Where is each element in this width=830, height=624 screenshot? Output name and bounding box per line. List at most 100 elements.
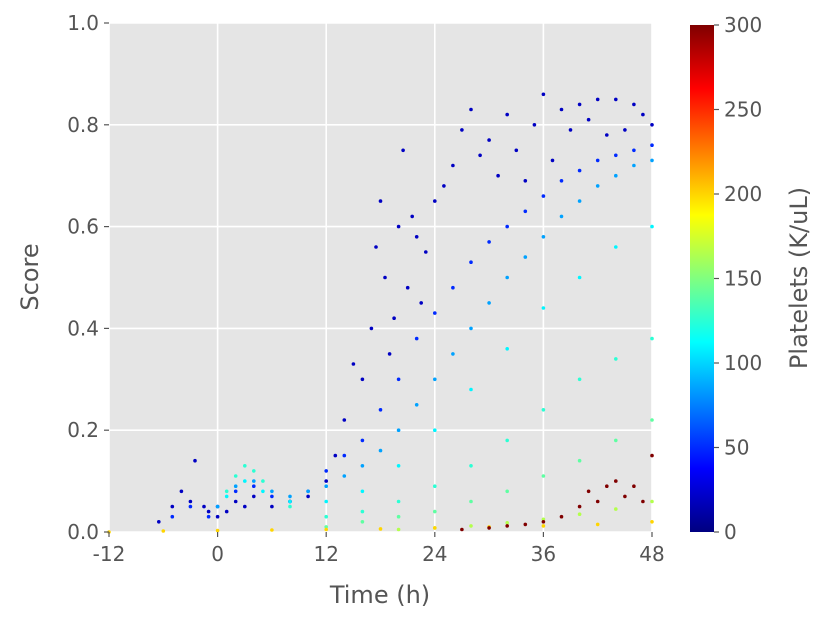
data-point xyxy=(306,494,310,499)
data-point xyxy=(288,499,292,504)
data-point xyxy=(414,235,419,239)
data-point xyxy=(324,527,329,532)
data-point xyxy=(577,199,582,203)
data-point xyxy=(523,522,528,527)
data-point xyxy=(469,387,473,392)
data-point xyxy=(650,453,654,458)
data-point xyxy=(469,260,473,265)
data-point xyxy=(559,214,564,219)
data-point xyxy=(451,163,455,168)
data-point xyxy=(469,326,473,331)
data-point xyxy=(505,347,510,351)
data-point xyxy=(324,469,329,473)
data-point xyxy=(396,464,401,468)
grid-lines xyxy=(108,22,653,533)
data-point xyxy=(378,199,383,203)
data-point xyxy=(351,362,356,366)
data-point xyxy=(270,494,274,499)
data-point xyxy=(224,494,229,499)
data-point xyxy=(614,173,618,178)
data-point xyxy=(410,214,415,219)
x-tick-label: 12 xyxy=(313,542,338,566)
data-point xyxy=(469,524,473,528)
data-point xyxy=(550,158,555,163)
data-point xyxy=(559,107,564,112)
data-point xyxy=(396,499,401,504)
data-point xyxy=(179,489,184,494)
data-point xyxy=(505,524,510,528)
data-point xyxy=(433,509,437,514)
data-point xyxy=(595,499,600,504)
data-point xyxy=(360,464,365,468)
x-tick-label: -12 xyxy=(93,542,126,566)
data-point xyxy=(523,209,528,214)
data-point xyxy=(541,408,546,412)
data-point xyxy=(360,520,365,524)
data-point xyxy=(396,514,401,519)
data-point xyxy=(469,499,473,504)
x-tick-label: 24 xyxy=(422,542,447,566)
data-point xyxy=(451,352,455,356)
colorbar-tick-label: 200 xyxy=(724,182,762,206)
data-point xyxy=(374,245,378,249)
data-point xyxy=(324,499,329,504)
y-tick-label: 0.0 xyxy=(67,520,99,544)
data-point xyxy=(405,285,410,290)
data-point xyxy=(202,504,206,509)
colorbar-tick-label: 0 xyxy=(724,520,737,544)
data-point xyxy=(632,163,636,168)
colorbar-tick-label: 250 xyxy=(724,98,762,122)
data-point xyxy=(577,275,582,280)
data-point xyxy=(261,479,265,483)
data-point xyxy=(595,184,600,188)
data-point xyxy=(650,418,654,422)
data-point xyxy=(632,484,636,489)
data-point xyxy=(215,528,220,533)
data-point xyxy=(577,512,582,516)
data-point xyxy=(496,173,500,178)
plot-background xyxy=(109,23,652,532)
data-point xyxy=(487,138,491,142)
data-point xyxy=(595,158,600,163)
data-point xyxy=(233,489,238,494)
data-point xyxy=(324,479,329,483)
data-point xyxy=(623,128,627,132)
data-point xyxy=(541,235,546,239)
colorbar-ticks: 0 50 100 150 200 250 300 xyxy=(714,13,762,544)
data-point xyxy=(215,504,220,509)
data-point xyxy=(161,529,166,533)
data-point xyxy=(342,418,347,422)
colorbar-label: Platelets (K/uL) xyxy=(785,187,813,369)
data-point xyxy=(478,153,482,158)
data-point xyxy=(396,527,401,532)
data-point xyxy=(614,153,618,158)
x-axis-label: Time (h) xyxy=(329,581,430,609)
data-point xyxy=(433,526,437,530)
data-point xyxy=(541,306,546,310)
data-point xyxy=(252,484,256,489)
data-point xyxy=(487,240,491,244)
data-point xyxy=(378,408,383,412)
data-point xyxy=(433,199,437,203)
colorbar-tick-label: 100 xyxy=(724,351,762,375)
data-point xyxy=(396,428,401,433)
data-point xyxy=(442,184,446,188)
data-point xyxy=(469,107,473,112)
data-point xyxy=(252,479,256,483)
data-point xyxy=(487,301,491,305)
data-point xyxy=(505,521,510,525)
data-point xyxy=(206,514,211,519)
data-point xyxy=(605,133,609,137)
data-point xyxy=(378,527,383,531)
data-point xyxy=(577,377,582,382)
colorbar xyxy=(690,25,714,532)
data-point xyxy=(586,117,591,122)
data-point xyxy=(541,524,546,528)
data-point xyxy=(333,453,338,458)
data-point xyxy=(523,179,528,183)
data-point xyxy=(505,224,510,229)
data-point xyxy=(541,474,546,478)
data-point xyxy=(261,489,265,494)
y-tick-label: 0.6 xyxy=(67,215,99,239)
